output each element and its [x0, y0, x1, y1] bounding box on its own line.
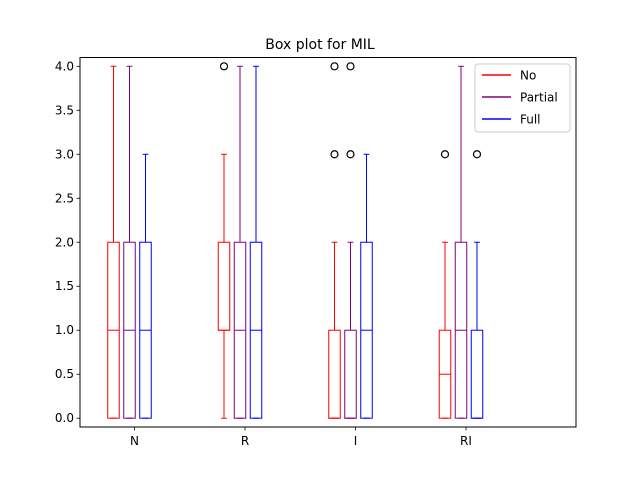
y-tick-label: 3.0 [55, 147, 74, 161]
y-tick-label: 2.5 [55, 191, 74, 205]
y-tick-label: 1.5 [55, 279, 74, 293]
box-iqr [328, 329, 341, 419]
y-tick-label: 4.0 [55, 59, 74, 73]
box-full-r [249, 65, 263, 419]
y-axis: 0.0 0.5 1.0 1.5 2.0 2.5 3.0 3.5 4.0 [55, 59, 80, 425]
outlier-point [472, 150, 482, 159]
legend-label-full: Full [520, 113, 541, 127]
x-tick-label: R [241, 434, 249, 448]
box-iqr [344, 329, 357, 419]
chart-title: Box plot for MIL [265, 37, 375, 53]
box-no-i [328, 62, 341, 419]
y-tick-label: 1.0 [55, 323, 74, 337]
y-tick-label: 2.0 [55, 235, 74, 249]
outlier-point [440, 150, 450, 159]
plot-area [107, 62, 484, 419]
outlier-point [219, 62, 229, 71]
box-no-n [107, 65, 120, 419]
box-no-r [217, 62, 231, 419]
y-tick-label: 3.5 [55, 103, 74, 117]
legend-label-partial: Partial [520, 91, 558, 105]
outlier-point [330, 150, 339, 159]
y-tick-label: 0.0 [55, 411, 74, 425]
outlier-point [346, 62, 355, 71]
box-full-ri [470, 150, 484, 419]
legend: No Partial Full [474, 63, 571, 133]
x-tick-label: I [354, 434, 358, 448]
box-partial-n [123, 65, 136, 419]
box-full-i [360, 153, 373, 419]
outlier-point [346, 150, 355, 159]
legend-label-no: No [520, 69, 536, 83]
box-partial-i [344, 62, 357, 419]
x-tick-label: RI [460, 434, 472, 448]
x-tick-label: N [130, 434, 139, 448]
x-axis: N R I RI [130, 427, 472, 448]
y-tick-label: 0.5 [55, 367, 74, 381]
outlier-point [330, 62, 339, 71]
box-partial-ri [454, 65, 468, 419]
box-iqr [470, 329, 484, 419]
axes-frame [79, 57, 577, 428]
box-no-ri [438, 150, 452, 419]
box-partial-r [233, 65, 247, 419]
legend-frame [474, 63, 571, 133]
box-iqr [217, 241, 231, 331]
box-full-n [139, 153, 152, 419]
